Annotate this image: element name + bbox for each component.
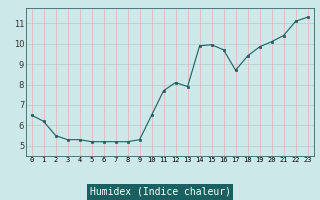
Text: Humidex (Indice chaleur): Humidex (Indice chaleur) [90,187,230,197]
